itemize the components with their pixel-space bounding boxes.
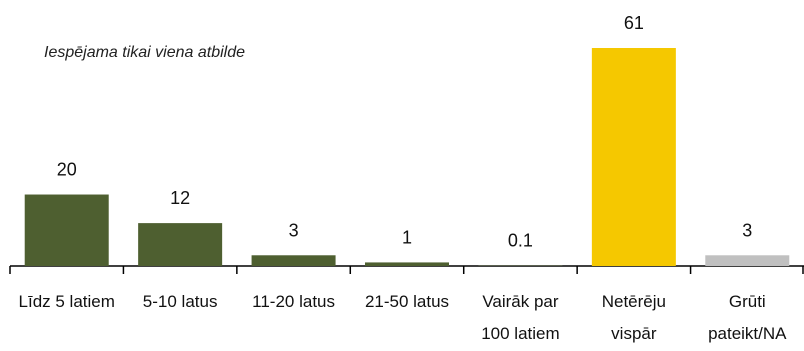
x-tick-label: Grūti: [729, 292, 766, 311]
data-label: 1: [402, 227, 412, 247]
data-label: 61: [624, 13, 644, 33]
x-tick-label: 100 latiem: [481, 324, 559, 343]
x-tick-label: 21-50 latus: [365, 292, 449, 311]
x-tick-label: pateikt/NA: [708, 324, 787, 343]
bar: [705, 255, 790, 266]
bar: [24, 194, 109, 266]
chart-annotation: Iespējama tikai viena atbilde: [44, 44, 246, 61]
data-label: 3: [742, 220, 752, 240]
x-tick-label: Netērēju: [602, 292, 666, 311]
x-tick-label: Līdz 5 latiem: [19, 292, 115, 311]
x-tick-label: vispār: [611, 324, 657, 343]
data-label: 20: [57, 160, 77, 180]
bar: [251, 255, 336, 266]
data-label: 3: [289, 220, 299, 240]
bar: [591, 48, 676, 266]
data-label: 0.1: [508, 231, 533, 251]
x-tick-label: Vairāk par: [482, 292, 559, 311]
bar: [365, 262, 449, 266]
bar: [138, 223, 223, 266]
x-tick-label: 11-20 latus: [252, 292, 335, 311]
data-label: 12: [170, 188, 190, 208]
x-tick-label: 5-10 latus: [143, 292, 218, 311]
